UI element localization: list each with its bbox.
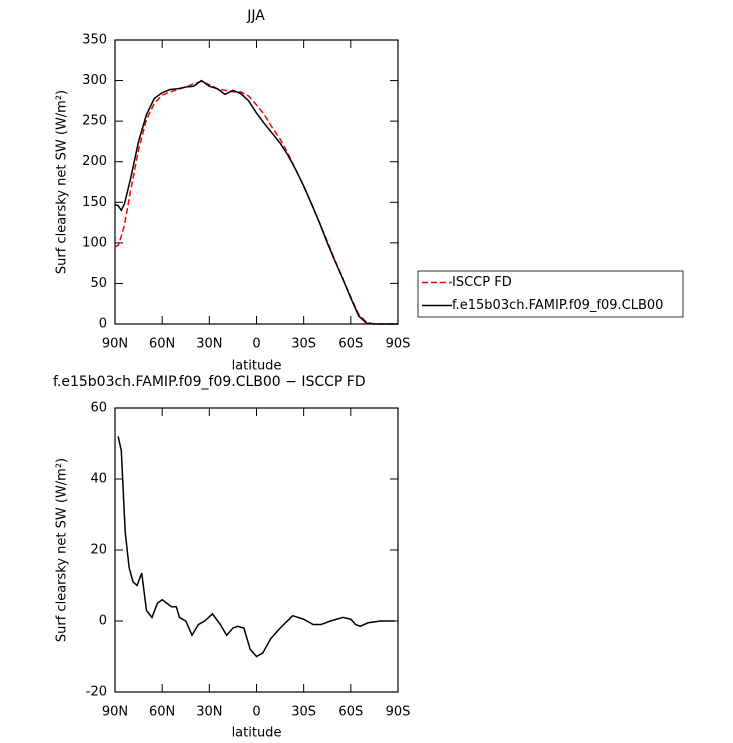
data-line <box>117 436 395 658</box>
plot-frame <box>114 39 399 325</box>
y-tick-label: 50 <box>90 276 107 291</box>
y-axis-label: Surf clearsky net SW (W/m²) <box>55 458 70 642</box>
chart-title: JJA <box>246 8 265 24</box>
y-tick-label: 60 <box>90 401 107 416</box>
y-tick-label: -20 <box>86 685 107 700</box>
y-tick-label: 300 <box>82 73 107 88</box>
x-tick-label: 60N <box>149 705 175 720</box>
y-tick-label: 0 <box>99 317 107 332</box>
y-axis-label: Surf clearsky net SW (W/m²) <box>55 90 70 274</box>
x-tick-label: 60S <box>338 705 363 720</box>
data-line <box>114 79 398 325</box>
x-tick-label: 0 <box>252 705 260 720</box>
plot-frame <box>114 407 399 693</box>
legend-label: f.e15b03ch.FAMIP.f09_f09.CLB00 <box>452 298 663 313</box>
x-tick-label: 60N <box>149 337 175 352</box>
x-tick-label: 30S <box>291 705 316 720</box>
legend-label: ISCCP FD <box>452 275 512 290</box>
y-tick-label: 100 <box>82 235 107 250</box>
x-tick-label: 0 <box>252 337 260 352</box>
x-tick-label: 90N <box>102 705 128 720</box>
x-axis-label: latitude <box>232 726 282 741</box>
legend-box <box>417 270 684 318</box>
x-tick-label: 30N <box>196 705 222 720</box>
x-tick-label: 90S <box>386 337 411 352</box>
y-tick-label: 0 <box>99 614 107 629</box>
data-line <box>114 80 398 325</box>
x-tick-label: 90N <box>102 337 128 352</box>
x-tick-label: 60S <box>338 337 363 352</box>
y-tick-label: 20 <box>90 543 107 558</box>
y-tick-label: 250 <box>82 114 107 129</box>
y-tick-label: 150 <box>82 195 107 210</box>
x-tick-label: 30N <box>196 337 222 352</box>
x-tick-label: 30S <box>291 337 316 352</box>
x-axis-label: latitude <box>232 359 282 374</box>
chart-title: f.e15b03ch.FAMIP.f09_f09.CLB00 − ISCCP F… <box>53 374 366 390</box>
y-tick-label: 200 <box>82 154 107 169</box>
y-tick-label: 350 <box>82 33 107 48</box>
x-tick-label: 90S <box>386 705 411 720</box>
y-tick-label: 40 <box>90 472 107 487</box>
